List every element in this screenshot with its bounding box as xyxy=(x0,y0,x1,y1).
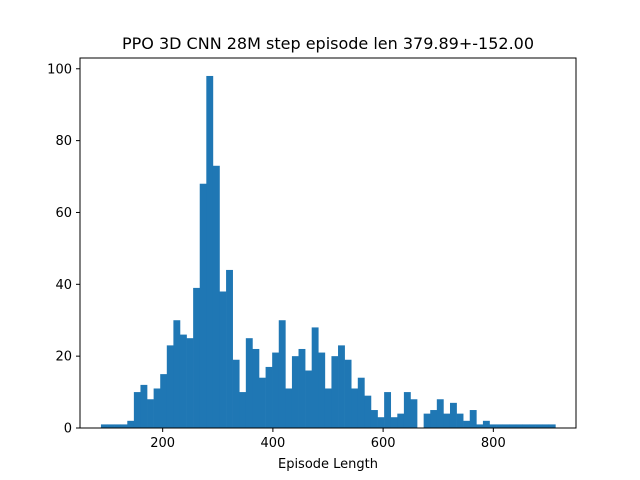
bars-group xyxy=(100,75,556,429)
histogram-bar xyxy=(100,424,108,428)
histogram-bar xyxy=(153,388,161,428)
histogram-bar xyxy=(489,424,497,428)
histogram-bar xyxy=(423,413,431,428)
histogram-bar xyxy=(449,402,457,428)
y-axis-ticks: 0 20 40 60 80 100 xyxy=(47,62,80,437)
histogram-bar xyxy=(291,356,299,428)
x-tick-label: 400 xyxy=(260,436,285,451)
histogram-bar xyxy=(430,410,438,428)
histogram-bar xyxy=(535,424,543,428)
x-tick-label: 600 xyxy=(371,436,396,451)
histogram-bar xyxy=(140,384,148,428)
histogram-bar xyxy=(107,424,115,428)
histogram-bar xyxy=(166,345,174,428)
histogram-bar xyxy=(515,424,523,428)
histogram-bar xyxy=(127,420,135,428)
y-tick-label: 100 xyxy=(47,62,72,77)
histogram-bar xyxy=(397,413,405,428)
histogram-bar xyxy=(370,410,378,428)
histogram-bar xyxy=(463,420,471,428)
histogram-bar xyxy=(232,359,240,428)
histogram-bar xyxy=(239,392,247,428)
x-axis-ticks: 200 400 600 800 xyxy=(150,428,506,451)
histogram-bar xyxy=(305,370,312,428)
histogram-bar xyxy=(219,291,227,428)
histogram-bar xyxy=(338,345,345,428)
histogram-bar xyxy=(265,366,273,428)
histogram-bar xyxy=(259,377,266,428)
plot-frame xyxy=(79,57,577,429)
histogram-bar xyxy=(456,413,464,428)
histogram-bar xyxy=(147,399,154,428)
histogram-bar xyxy=(542,424,550,428)
y-tick-label: 40 xyxy=(55,278,72,293)
histogram-bar xyxy=(252,348,260,428)
histogram-bar xyxy=(502,424,510,428)
histogram-bar xyxy=(436,399,444,428)
histogram-bar xyxy=(469,410,477,428)
x-tick-label: 800 xyxy=(481,436,506,451)
histogram-bar xyxy=(548,424,556,428)
histogram-bar xyxy=(351,388,359,428)
y-tick-label: 20 xyxy=(55,350,72,365)
histogram-bar xyxy=(364,395,372,428)
histogram-bar xyxy=(114,424,121,428)
histogram-bar xyxy=(482,420,490,428)
histogram-bar xyxy=(509,424,517,428)
histogram-bar xyxy=(133,392,141,428)
x-tick-label: 200 xyxy=(150,436,175,451)
y-tick-label: 60 xyxy=(55,206,72,221)
histogram-bar xyxy=(377,417,385,428)
y-tick-label: 80 xyxy=(55,134,72,149)
histogram-bar xyxy=(278,320,286,428)
histogram-bar xyxy=(285,388,293,428)
histogram-bar xyxy=(311,327,319,428)
histogram-bar xyxy=(179,334,187,428)
histogram-bar xyxy=(193,287,201,428)
x-axis-label: Episode Length xyxy=(278,457,378,472)
histogram-bar xyxy=(384,392,392,428)
histogram-bar xyxy=(403,392,411,428)
histogram-bar xyxy=(390,417,398,428)
histogram-bar xyxy=(529,424,536,428)
histogram-bar xyxy=(331,356,339,428)
histogram-bar xyxy=(245,338,253,428)
histogram-bar xyxy=(476,424,484,428)
chart-title: PPO 3D CNN 28M step episode len 379.89+-… xyxy=(122,34,534,53)
histogram-bar xyxy=(410,399,418,428)
histogram-bar xyxy=(496,424,503,428)
histogram-bar xyxy=(344,359,352,428)
histogram-bar xyxy=(318,352,326,428)
histogram-bar xyxy=(186,338,194,428)
y-tick-label: 0 xyxy=(64,422,72,437)
histogram-bar xyxy=(443,413,451,428)
histogram-bar xyxy=(298,348,306,428)
histogram-bar xyxy=(206,75,214,429)
histogram-bar xyxy=(120,424,128,428)
histogram-bar xyxy=(160,374,168,428)
histogram-bar xyxy=(522,424,530,428)
histogram-bar xyxy=(212,165,220,428)
histogram-bar xyxy=(324,388,332,428)
histogram-bar xyxy=(357,377,365,428)
histogram-bar xyxy=(226,269,233,428)
histogram-bar xyxy=(272,352,280,428)
histogram-bar xyxy=(173,320,181,428)
histogram-bar xyxy=(199,183,207,428)
